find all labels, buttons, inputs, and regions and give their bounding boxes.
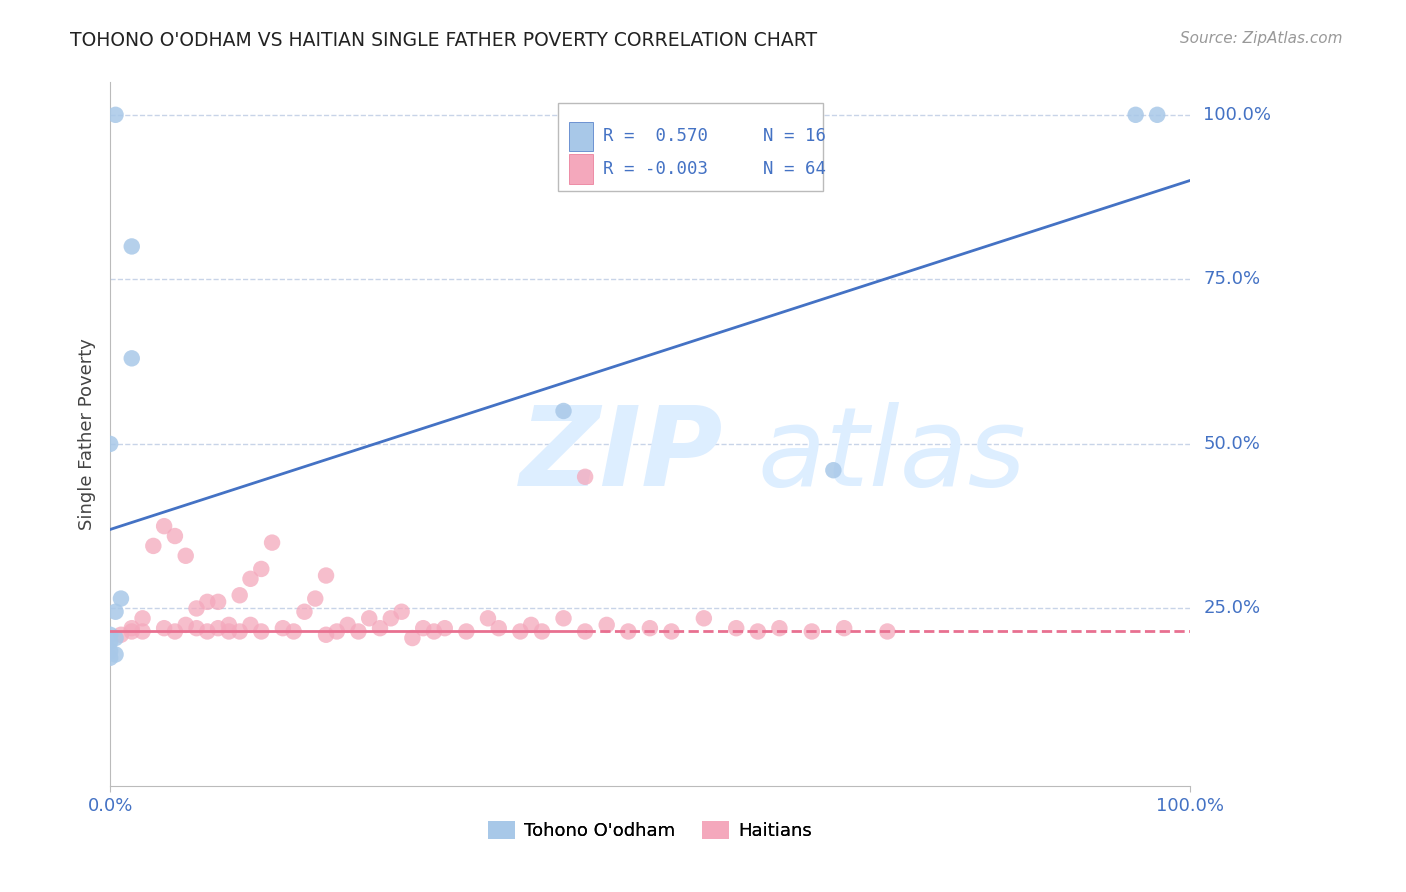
Point xyxy=(142,539,165,553)
Point xyxy=(574,624,596,639)
Point xyxy=(336,618,359,632)
Text: N = 16: N = 16 xyxy=(763,128,827,145)
Point xyxy=(104,631,127,645)
Point xyxy=(228,588,250,602)
Point xyxy=(104,648,127,662)
Point xyxy=(530,624,553,639)
Text: R = -0.003: R = -0.003 xyxy=(603,160,709,178)
Point xyxy=(661,624,683,639)
Point xyxy=(174,618,197,632)
Point xyxy=(239,572,262,586)
Point xyxy=(195,624,218,639)
Point xyxy=(239,618,262,632)
Point xyxy=(326,624,349,639)
Text: 75.0%: 75.0% xyxy=(1204,270,1261,288)
Point xyxy=(262,535,284,549)
Point xyxy=(250,624,273,639)
Point xyxy=(98,644,121,658)
Text: Source: ZipAtlas.com: Source: ZipAtlas.com xyxy=(1180,31,1343,46)
Point xyxy=(186,621,208,635)
Point xyxy=(477,611,499,625)
Text: TOHONO O'ODHAM VS HAITIAN SINGLE FATHER POVERTY CORRELATION CHART: TOHONO O'ODHAM VS HAITIAN SINGLE FATHER … xyxy=(70,31,817,50)
Point xyxy=(380,611,402,625)
Point xyxy=(391,605,413,619)
Point xyxy=(98,437,121,451)
Point xyxy=(617,624,640,639)
Point xyxy=(195,595,218,609)
Point xyxy=(553,404,575,418)
Point xyxy=(520,618,543,632)
Point xyxy=(218,618,240,632)
Point xyxy=(121,351,143,366)
Point xyxy=(250,562,273,576)
Point xyxy=(433,621,456,635)
Point xyxy=(153,519,176,533)
Point xyxy=(121,621,143,635)
FancyBboxPatch shape xyxy=(569,121,593,152)
Point xyxy=(121,239,143,253)
Point xyxy=(315,568,337,582)
Point xyxy=(228,624,250,639)
Point xyxy=(104,108,127,122)
Y-axis label: Single Father Poverty: Single Father Poverty xyxy=(79,338,96,530)
Point xyxy=(304,591,326,606)
Text: 25.0%: 25.0% xyxy=(1204,599,1261,617)
Point xyxy=(174,549,197,563)
Point xyxy=(509,624,531,639)
Point xyxy=(823,463,845,477)
Point xyxy=(207,595,229,609)
Point xyxy=(693,611,716,625)
Point xyxy=(98,628,121,642)
Point xyxy=(104,605,127,619)
Text: 100.0%: 100.0% xyxy=(1204,106,1271,124)
Point xyxy=(1125,108,1147,122)
Point xyxy=(1146,108,1168,122)
Point xyxy=(401,631,423,645)
Point xyxy=(98,634,121,648)
Point xyxy=(283,624,305,639)
Text: N = 64: N = 64 xyxy=(763,160,827,178)
Point xyxy=(574,470,596,484)
Point xyxy=(218,624,240,639)
Point xyxy=(456,624,478,639)
Point xyxy=(121,624,143,639)
Point xyxy=(153,621,176,635)
Point xyxy=(110,591,132,606)
Point xyxy=(412,621,434,635)
Point xyxy=(368,621,391,635)
Point xyxy=(110,628,132,642)
Point xyxy=(163,529,186,543)
Text: ZIP: ZIP xyxy=(520,401,724,508)
Point xyxy=(638,621,661,635)
FancyBboxPatch shape xyxy=(558,103,823,191)
Point xyxy=(768,621,790,635)
Point xyxy=(186,601,208,615)
Text: 50.0%: 50.0% xyxy=(1204,435,1260,453)
Point xyxy=(131,611,153,625)
Point xyxy=(725,621,748,635)
Legend: Tohono O'odham, Haitians: Tohono O'odham, Haitians xyxy=(481,814,820,847)
Point xyxy=(294,605,316,619)
Point xyxy=(207,621,229,635)
FancyBboxPatch shape xyxy=(569,154,593,184)
Point xyxy=(347,624,370,639)
Point xyxy=(98,650,121,665)
Text: atlas: atlas xyxy=(758,401,1026,508)
Point xyxy=(832,621,855,635)
Point xyxy=(359,611,381,625)
Point xyxy=(423,624,446,639)
Point xyxy=(488,621,510,635)
Point xyxy=(163,624,186,639)
Point xyxy=(596,618,619,632)
Point xyxy=(131,624,153,639)
Point xyxy=(271,621,294,635)
Point xyxy=(315,628,337,642)
Text: R =  0.570: R = 0.570 xyxy=(603,128,709,145)
Point xyxy=(747,624,769,639)
Point xyxy=(876,624,898,639)
Point xyxy=(800,624,823,639)
Point xyxy=(553,611,575,625)
